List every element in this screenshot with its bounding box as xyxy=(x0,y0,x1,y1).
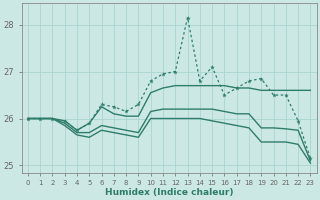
X-axis label: Humidex (Indice chaleur): Humidex (Indice chaleur) xyxy=(105,188,233,197)
